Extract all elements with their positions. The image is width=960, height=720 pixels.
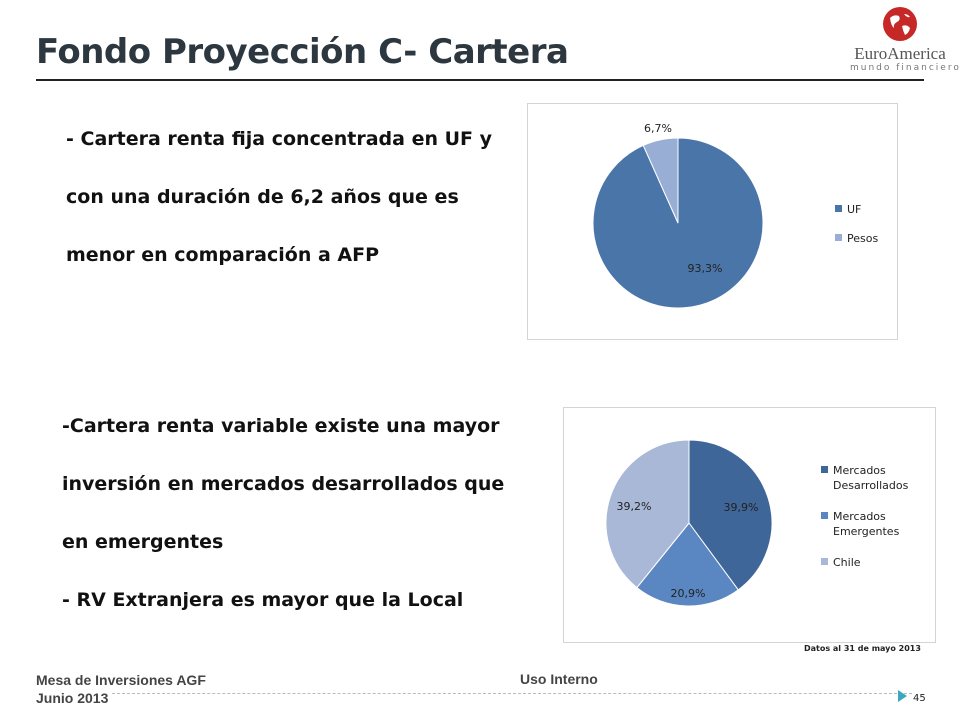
fixed-income-text: - Cartera renta fija concentrada en UF y… <box>66 125 492 299</box>
variable-income-line: inversión en mercados desarrollados que <box>62 473 505 495</box>
footer-date: Junio 2013 <box>36 690 109 706</box>
pie-slice-pesos <box>642 137 679 224</box>
pie-chart-fixed-income: 93,3% 6,7% UF Pesos <box>592 122 878 309</box>
fixed-income-pie-chart: 93,3% 6,7% UF Pesos <box>527 103 898 340</box>
legend-label: Mercados <box>833 464 886 477</box>
legend-swatch <box>821 512 828 519</box>
legend-swatch <box>835 205 842 212</box>
variable-income-text: -Cartera renta variable existe una mayor… <box>62 412 504 644</box>
page-number: 45 <box>913 693 926 704</box>
legend-label: UF <box>847 203 861 216</box>
logo-brand: EuroAmerica <box>854 44 946 63</box>
legend-swatch <box>835 234 842 241</box>
next-slide-arrow-icon[interactable] <box>898 690 907 702</box>
fixed-income-line: - Cartera renta fija concentrada en UF y <box>66 128 493 150</box>
title-divider <box>36 79 924 81</box>
legend-label: Chile <box>833 556 861 569</box>
variable-income-line: en emergentes <box>62 531 224 553</box>
pie-slice-mercados-emergentes <box>636 522 739 607</box>
variable-income-line: -Cartera renta variable existe una mayor <box>62 415 500 437</box>
pie-slice-chile <box>605 439 690 589</box>
legend-label: Pesos <box>847 232 878 245</box>
legend-label: Emergentes <box>833 525 900 538</box>
footer-department: Mesa de Inversiones AGF Junio 2013 <box>36 671 206 707</box>
fixed-income-line: menor en comparación a AFP <box>66 244 380 266</box>
legend-label: Mercados <box>833 510 886 523</box>
pie-slice-mercados-desarrollados <box>688 439 773 591</box>
page-title: Fondo Proyección C- Cartera <box>36 32 569 72</box>
footer-department-name: Mesa de Inversiones AGF <box>36 672 206 688</box>
pie-data-label: 6,7% <box>644 122 672 135</box>
company-logo: EuroAmerica mundo financiero <box>850 6 960 73</box>
legend-label: Desarrollados <box>833 479 909 492</box>
footer-divider <box>112 693 912 694</box>
pie-data-label: 20,9% <box>671 587 706 600</box>
variable-income-line: - RV Extranjera es mayor que la Local <box>62 589 464 611</box>
pie-data-label: 93,3% <box>688 262 723 275</box>
pie-chart-variable-income: 39,9% 20,9% 39,2% Mercados Desarrollados Merc… <box>605 439 909 607</box>
pie-data-label: 39,2% <box>617 500 652 513</box>
legend-swatch <box>821 558 828 565</box>
legend-swatch <box>821 466 828 473</box>
footer-classification: Uso Interno <box>520 671 598 687</box>
pie-data-label: 39,9% <box>724 501 759 514</box>
data-date-note: Datos al 31 de mayo 2013 <box>804 644 921 653</box>
variable-income-pie-chart: 39,9% 20,9% 39,2% Mercados Desarrollados Merc… <box>563 407 936 643</box>
logo-tagline: mundo financiero <box>850 63 960 73</box>
globe-logo-icon <box>883 7 917 41</box>
fixed-income-line: con una duración de 6,2 años que es <box>66 186 459 208</box>
